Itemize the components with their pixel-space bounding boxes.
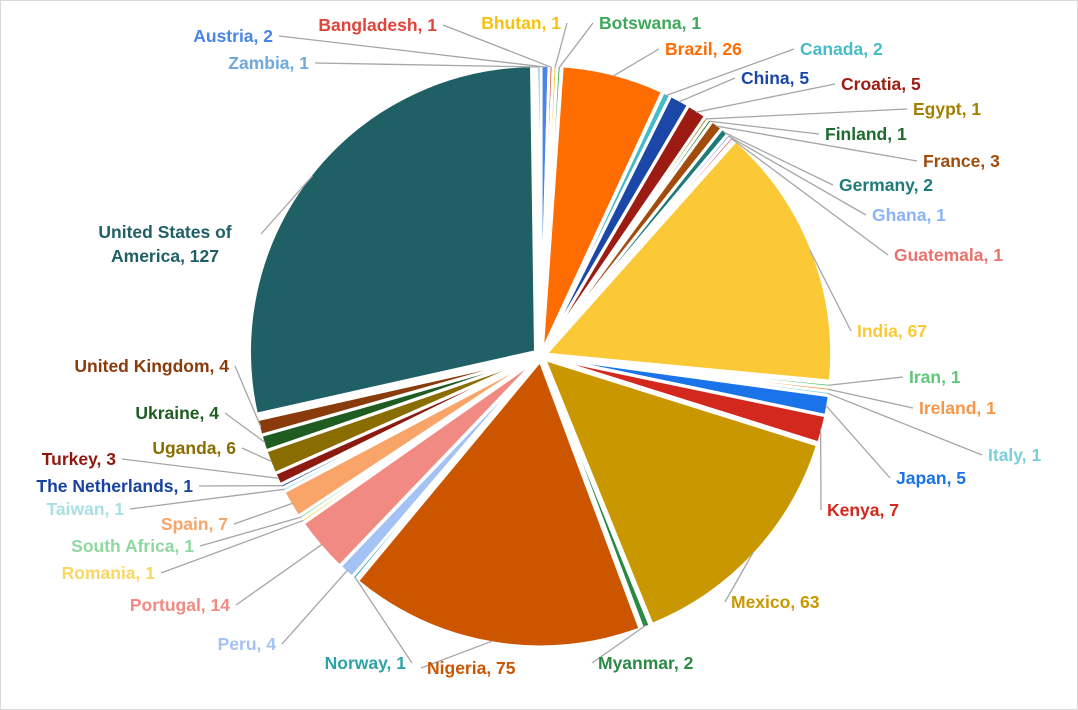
leader-line-norway: [354, 576, 413, 664]
data-label-taiwan: Taiwan, 1: [47, 499, 125, 519]
data-label-bhutan: Bhutan, 1: [481, 13, 561, 33]
leader-line-ukraine: [224, 412, 266, 444]
data-label-canada: Canada, 2: [800, 39, 883, 59]
data-label-brazil: Brazil, 26: [665, 39, 742, 59]
data-label-peru: Peru, 4: [218, 634, 277, 654]
leader-line-bhutan: [554, 22, 568, 68]
pie-slice-nigeria: [356, 359, 642, 649]
data-label-iran: Iran, 1: [909, 367, 961, 387]
leader-line-united-kingdom: [234, 365, 262, 428]
data-label-united-kingdom: United Kingdom, 4: [74, 356, 229, 376]
data-label-myanmar: Myanmar, 2: [598, 653, 694, 673]
data-label-kenya: Kenya, 7: [827, 500, 899, 520]
data-label-turkey: Turkey, 3: [42, 449, 117, 469]
data-label-uganda: Uganda, 6: [152, 438, 236, 458]
pie-slice-kenya: [544, 355, 828, 445]
data-label-ghana: Ghana, 1: [872, 205, 946, 225]
leader-line-ghana: [728, 135, 867, 216]
leader-line-botswana: [558, 22, 594, 68]
leader-line-japan: [825, 404, 891, 479]
data-label-egypt: Egypt, 1: [913, 99, 981, 119]
leader-line-india: [809, 250, 852, 332]
data-label-ukraine: Ukraine, 4: [135, 403, 219, 423]
data-label-portugal: Portugal, 14: [130, 595, 230, 615]
leader-line-taiwan: [129, 488, 285, 510]
data-label-south-africa: South Africa, 1: [71, 536, 194, 556]
pie-slice-zambia: [535, 63, 543, 353]
leader-line-bangladesh: [442, 24, 552, 68]
data-label-austria: Austria, 2: [193, 26, 273, 46]
data-label-zambia: Zambia, 1: [228, 53, 309, 73]
leader-line-germany: [723, 131, 834, 186]
data-label-guatemala: Guatemala, 1: [894, 245, 1003, 265]
data-labels: Austria, 2 Bangladesh, 1 Bhutan, 1 Botswana…: [36, 13, 1041, 678]
leader-line-portugal: [235, 543, 323, 606]
leader-line-ireland: [827, 388, 914, 409]
leader-line-peru: [281, 570, 348, 645]
leader-line-austria: [278, 35, 546, 68]
leader-line-united-states-of-america: [260, 175, 314, 235]
data-label-bangladesh: Bangladesh, 1: [318, 15, 437, 35]
data-label-mexico: Mexico, 63: [731, 592, 820, 612]
leader-line-romania: [160, 519, 304, 574]
leader-line-south-africa: [199, 516, 302, 547]
data-label-united-states-of-america: United States of America, 127: [98, 222, 231, 266]
data-label-italy: Italy, 1: [988, 445, 1041, 465]
pie-slice-united-kingdom: [255, 355, 538, 437]
leader-line-china: [678, 77, 736, 103]
data-label-the-netherlands: The Netherlands, 1: [36, 476, 193, 496]
leader-line-iran: [828, 376, 904, 386]
leader-line-spain: [233, 502, 293, 525]
pie-slice-united-states-of-america: [248, 64, 538, 416]
data-label-croatia: Croatia, 5: [841, 74, 921, 94]
leader-line-myanmar: [591, 624, 647, 664]
data-label-japan: Japan, 5: [896, 468, 966, 488]
data-label-romania: Romania, 1: [62, 563, 156, 583]
pie-slice-myanmar: [541, 359, 652, 631]
data-label-india: India, 67: [857, 321, 927, 341]
leader-line-nigeria: [420, 640, 493, 669]
leader-line-mexico: [724, 551, 754, 603]
data-label-china: China, 5: [741, 68, 809, 88]
leader-line-canada: [665, 48, 795, 97]
data-label-spain: Spain, 7: [161, 514, 228, 534]
data-label-botswana: Botswana, 1: [599, 13, 701, 33]
leader-line-guatemala: [731, 138, 889, 256]
data-label-norway: Norway, 1: [325, 653, 407, 673]
data-label-france: France, 3: [923, 151, 1000, 171]
data-label-ireland: Ireland, 1: [919, 398, 996, 418]
leader-line-uganda: [241, 447, 273, 463]
pie-slice-india: [544, 139, 834, 383]
data-label-germany: Germany, 2: [839, 175, 933, 195]
pie-slices: [248, 63, 834, 649]
leader-line-turkey: [121, 458, 280, 480]
leader-line-france: [715, 125, 918, 162]
leader-line-egypt: [706, 108, 908, 120]
leader-line-croatia: [696, 83, 836, 113]
leader-lines: [121, 22, 983, 669]
data-label-nigeria: Nigeria, 75: [427, 658, 516, 678]
leader-line-zambia: [314, 62, 539, 68]
leader-line-finland: [709, 120, 820, 135]
data-label-finland: Finland, 1: [825, 124, 907, 144]
leader-line-italy: [827, 392, 983, 456]
leader-line-brazil: [612, 48, 660, 77]
